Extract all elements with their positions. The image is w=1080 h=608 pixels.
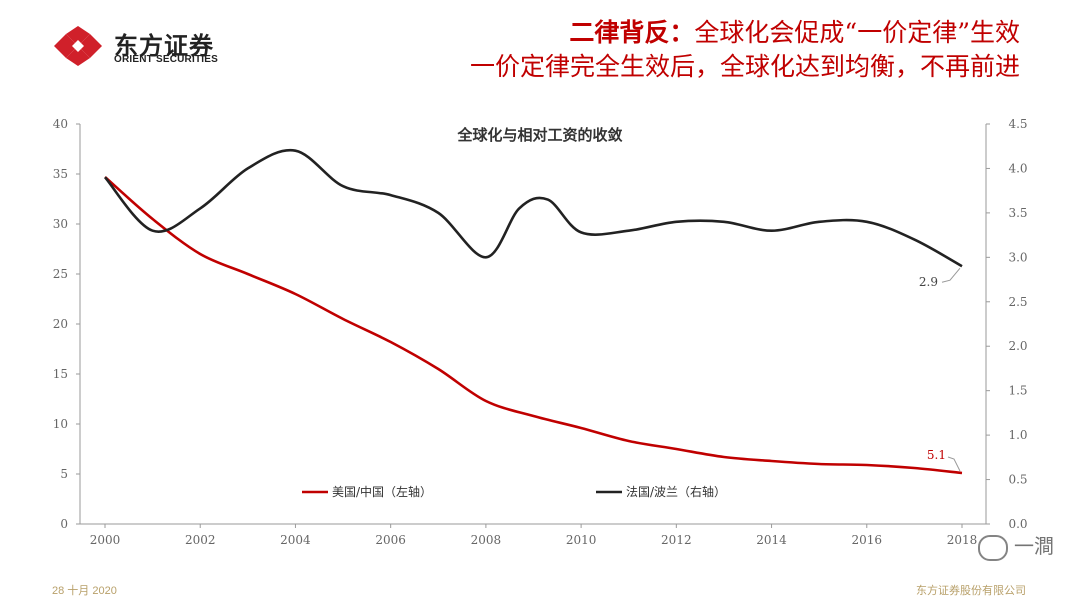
- x-tick-label: 2004: [280, 533, 311, 547]
- left-tick-label: 25: [53, 267, 68, 281]
- right-tick-label: 2.5: [1008, 295, 1027, 309]
- headline: 二律背反：全球化会促成“一价定律”生效 一价定律完全生效后，全球化达到均衡，不再…: [470, 16, 1020, 84]
- right-tick-label: 0.0: [1008, 517, 1027, 531]
- end-label-leader-1: [947, 456, 961, 472]
- right-tick-label: 4.0: [1008, 161, 1027, 175]
- left-tick-label: 20: [53, 317, 68, 331]
- right-tick-label: 3.5: [1008, 206, 1027, 220]
- headline-line-2: 一价定律完全生效后，全球化达到均衡，不再前进: [469, 52, 1020, 81]
- right-tick-label: 1.0: [1008, 428, 1027, 442]
- headline-bold-prefix: 二律背反：: [569, 18, 695, 47]
- end-label-leader-2: [941, 267, 961, 283]
- wechat-icon: [978, 534, 1008, 561]
- left-tick-label: 15: [53, 367, 68, 381]
- chart-series: [104, 148, 963, 475]
- footer-company: 东方证券股份有限公司: [916, 584, 1026, 597]
- chart-axes: 0 5 10 15 20 25 30 35 40 0.0 0.5 1.0 1.5 2.0 2.5 3.0 3.5…: [53, 117, 1028, 547]
- x-tick-label: 2016: [852, 533, 883, 547]
- end-label-1: 5.1: [927, 448, 946, 462]
- watermark-text: 一澗: [1014, 534, 1054, 558]
- x-tick-label: 2018: [947, 533, 978, 547]
- left-tick-label: 40: [53, 117, 68, 131]
- headline-line-1: 二律背反：全球化会促成“一价定律”生效: [470, 16, 1020, 50]
- series-line-2: [104, 148, 963, 268]
- right-tick-label: 2.0: [1008, 339, 1027, 353]
- logo-name-en: ORIENT SECURITIES: [114, 54, 218, 65]
- left-tick-label: 10: [53, 417, 68, 431]
- series-line-1: [104, 176, 963, 475]
- legend-label-2: 法国/波兰（右轴）: [626, 484, 726, 499]
- headline-line-1-rest: 全球化会促成“一价定律”生效: [694, 18, 1020, 47]
- x-tick-label: 2012: [661, 533, 692, 547]
- footer-date: 28 十月 2020: [52, 585, 117, 597]
- chart-title: 全球化与相对工资的收敛: [456, 126, 622, 144]
- orient-logo-icon: [54, 26, 102, 66]
- left-tick-label: 5: [60, 467, 68, 481]
- end-label-2: 2.9: [919, 275, 938, 289]
- right-tick-label: 4.5: [1008, 117, 1027, 131]
- left-tick-label: 0: [60, 517, 68, 531]
- right-tick-label: 1.5: [1008, 384, 1027, 398]
- chart-labels: 全球化与相对工资的收敛 5.1 2.9 美国/中国（左轴） 法国/波兰（右轴）: [302, 126, 961, 499]
- x-tick-label: 2006: [375, 533, 406, 547]
- left-tick-label: 30: [53, 217, 68, 231]
- x-tick-label: 2008: [471, 533, 502, 547]
- company-logo: 东方证券 ORIENT SECURITIES: [52, 24, 252, 68]
- logo-name-cn: 东方证券: [114, 32, 214, 60]
- x-tick-label: 2014: [756, 533, 787, 547]
- legend-label-1: 美国/中国（左轴）: [332, 484, 432, 499]
- x-tick-label: 2002: [185, 533, 216, 547]
- x-tick-label: 2000: [90, 533, 121, 547]
- right-tick-label: 3.0: [1008, 250, 1027, 264]
- right-tick-label: 0.5: [1008, 473, 1027, 487]
- x-tick-label: 2010: [566, 533, 597, 547]
- wechat-watermark: 一澗: [978, 530, 1054, 561]
- left-tick-label: 35: [53, 167, 68, 181]
